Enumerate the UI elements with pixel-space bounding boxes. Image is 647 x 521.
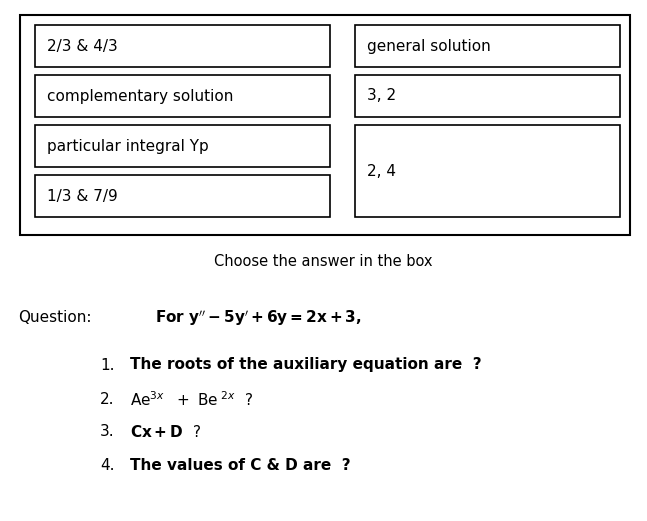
Text: Choose the answer in the box: Choose the answer in the box: [214, 254, 432, 269]
Text: 1/3 & 7/9: 1/3 & 7/9: [47, 189, 118, 204]
Text: 2/3 & 4/3: 2/3 & 4/3: [47, 39, 118, 54]
Text: Question:: Question:: [18, 311, 91, 326]
Text: $\mathregular{Ae}^{3x}\ \ +\ \mathregular{Be}^{\ 2x}\ \ ?$: $\mathregular{Ae}^{3x}\ \ +\ \mathregula…: [130, 391, 253, 410]
Text: particular integral Yp: particular integral Yp: [47, 139, 209, 154]
Text: 1.: 1.: [100, 357, 115, 373]
Text: general solution: general solution: [367, 39, 491, 54]
Text: 2, 4: 2, 4: [367, 164, 396, 179]
Text: 3.: 3.: [100, 425, 115, 440]
Text: The values of C & D are  ?: The values of C & D are ?: [130, 457, 351, 473]
Text: complementary solution: complementary solution: [47, 89, 234, 104]
Text: 3, 2: 3, 2: [367, 89, 396, 104]
Text: $\mathbf{For\ y'' - 5y' + 6y = 2x + 3,}$: $\mathbf{For\ y'' - 5y' + 6y = 2x + 3,}$: [155, 308, 362, 328]
Text: 2.: 2.: [100, 392, 115, 407]
Text: 4.: 4.: [100, 457, 115, 473]
Text: The roots of the auxiliary equation are  ?: The roots of the auxiliary equation are …: [130, 357, 481, 373]
Text: $\mathbf{Cx + D}\ \ ?$: $\mathbf{Cx + D}\ \ ?$: [130, 424, 201, 440]
